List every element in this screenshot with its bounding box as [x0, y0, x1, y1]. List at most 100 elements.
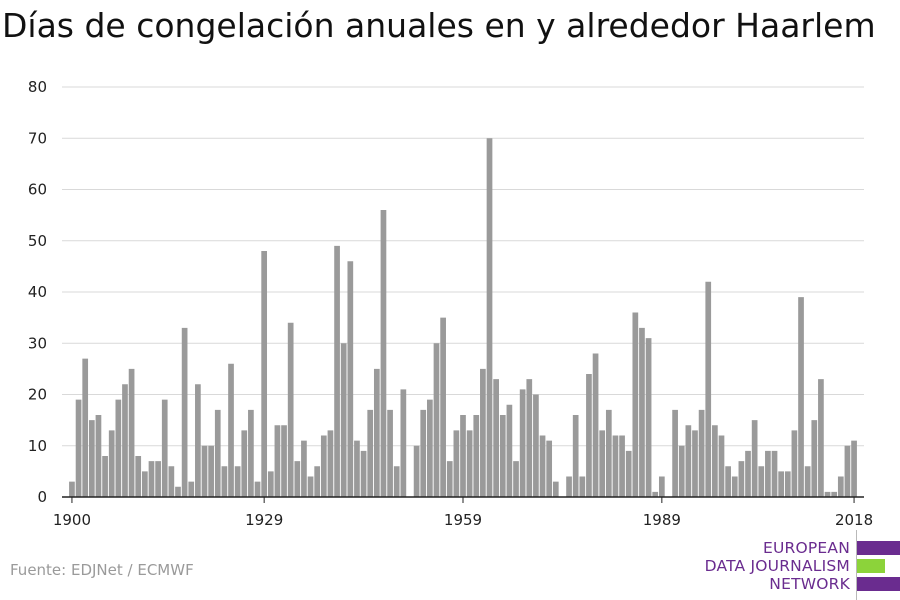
bar: [201, 445, 208, 497]
bar: [301, 440, 307, 498]
bar: [692, 430, 698, 498]
bar: [758, 466, 765, 497]
bar: [705, 281, 712, 497]
y-tick-label: 30: [28, 334, 47, 352]
y-tick-label: 60: [28, 181, 47, 199]
bar: [831, 491, 838, 498]
bar: [294, 461, 301, 498]
bar: [824, 491, 831, 498]
x-tick-label: 1989: [643, 511, 681, 529]
logo-stripe-purple: [857, 541, 900, 555]
bar: [307, 476, 314, 497]
y-tick-label: 20: [28, 386, 47, 404]
bar: [566, 476, 572, 497]
bar: [281, 425, 287, 497]
bar: [632, 312, 639, 497]
bar: [745, 450, 751, 498]
bar: [380, 210, 387, 497]
bar: [354, 440, 360, 498]
chart-title: Días de congelación anuales en y alreded…: [2, 6, 876, 45]
bar: [851, 440, 857, 498]
bar: [837, 476, 844, 497]
bar: [248, 409, 254, 498]
bar: [440, 317, 446, 498]
bar: [712, 425, 718, 497]
bar: [519, 389, 526, 498]
bar: [433, 343, 440, 497]
y-tick-label: 70: [28, 129, 47, 147]
bar: [214, 409, 221, 498]
bar: [652, 491, 659, 498]
bar: [526, 379, 533, 498]
bar: [685, 425, 692, 497]
logo-stripe-green: [857, 559, 885, 573]
bar: [373, 368, 380, 498]
bar: [287, 322, 294, 497]
bar: [725, 466, 731, 497]
bar: [427, 399, 433, 498]
bar: [718, 435, 725, 497]
bar: [552, 481, 559, 498]
bar: [639, 327, 645, 498]
bar: [804, 466, 811, 497]
bar: [731, 476, 738, 497]
bar: [778, 471, 784, 498]
bar: [572, 415, 579, 497]
bar: [599, 430, 606, 498]
bar: [221, 466, 228, 497]
bar: [367, 409, 374, 498]
logo-text-line: DATA JOURNALISM: [704, 557, 850, 575]
y-tick-label: 10: [28, 437, 47, 455]
bar: [95, 415, 102, 497]
bar: [579, 476, 586, 497]
bar: [88, 420, 95, 498]
bar: [175, 486, 181, 497]
bar: [261, 251, 268, 497]
bar: [168, 466, 175, 497]
bar: [122, 384, 128, 497]
x-tick-label: 1929: [245, 511, 283, 529]
bar: [678, 445, 685, 497]
logo-stripe-purple: [857, 577, 900, 591]
bar: [493, 379, 499, 498]
bar: [102, 456, 108, 497]
bar: [267, 471, 274, 498]
bar: [738, 461, 745, 498]
bar: [400, 389, 407, 498]
bar: [420, 409, 427, 498]
bar: [195, 384, 201, 497]
bar: [142, 471, 148, 498]
bar: [228, 363, 234, 497]
bar: [533, 394, 539, 497]
x-tick-label: 1900: [53, 511, 91, 529]
bar: [546, 440, 553, 498]
bar: [612, 435, 619, 497]
bar: [798, 297, 804, 498]
bar: [393, 466, 400, 497]
bar: [480, 368, 486, 498]
bar: [453, 430, 460, 498]
bar: [108, 430, 115, 498]
bar: [387, 409, 393, 498]
bar: [413, 445, 420, 497]
bar: [148, 461, 155, 498]
logo-divider: [856, 530, 857, 600]
bar: [115, 399, 122, 498]
bar: [360, 450, 367, 498]
bar: [811, 420, 818, 498]
bar: [625, 450, 632, 498]
bar: [334, 245, 340, 497]
bar: [82, 358, 89, 498]
bar: [844, 445, 851, 497]
bar: [155, 461, 161, 498]
bar: [320, 435, 327, 497]
bar: [751, 420, 758, 498]
bar: [539, 435, 546, 497]
bar: [327, 430, 334, 498]
bar: [274, 425, 281, 497]
bar-chart: 0 10 20 30 40 50 60 70 80 1900 1929 1959 1989 2018: [28, 78, 873, 529]
y-tick-label: 0: [37, 488, 47, 506]
bar: [619, 435, 625, 497]
bar: [605, 409, 612, 498]
y-tick-label: 40: [28, 283, 47, 301]
